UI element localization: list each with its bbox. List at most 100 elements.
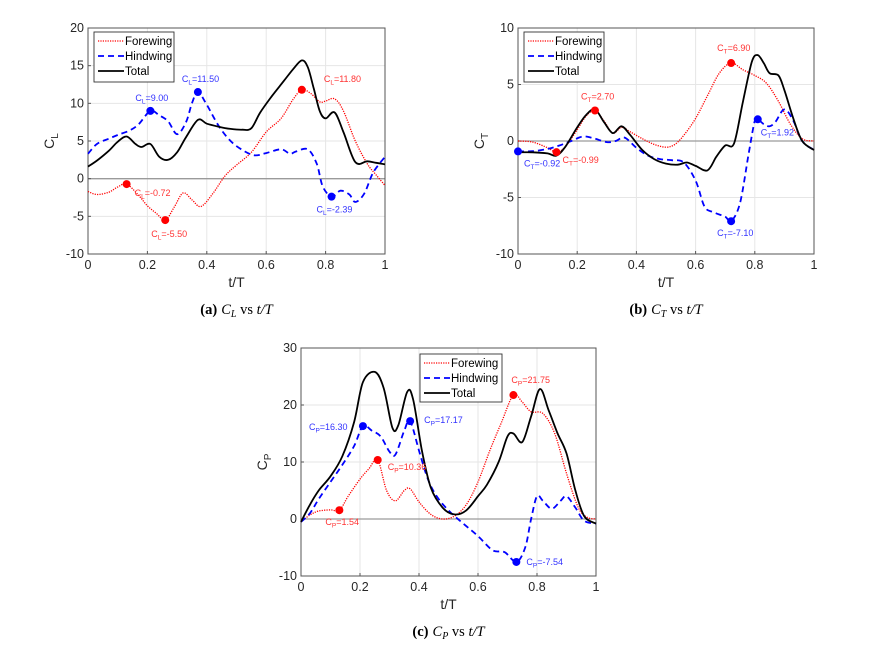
series-line-hindwing — [300, 419, 597, 563]
y-tick-label: 0 — [290, 512, 297, 526]
annotation-label: CP=10.36 — [388, 462, 427, 475]
annotation-value: =11.80 — [334, 74, 361, 84]
annotation-value: =2.70 — [591, 91, 614, 101]
series-line-forewing — [300, 393, 597, 523]
annotation-label: CT=-0.92 — [524, 158, 560, 171]
caption-lhs-sub: L — [230, 309, 237, 320]
series-group — [87, 59, 386, 221]
annotation-c: C — [717, 43, 724, 53]
caption-rhs: t/T — [687, 302, 704, 318]
annotation-label: CL=11.50 — [182, 74, 219, 87]
annotation-label: CP=16.30 — [309, 422, 348, 435]
annotation-c: C — [325, 517, 332, 527]
annotation-sub: L — [141, 194, 145, 201]
x-tick-label: 0 — [85, 258, 92, 272]
y-tick-label: -10 — [66, 247, 84, 261]
x-tick-label: 0.8 — [317, 258, 334, 272]
caption-lhs-sub: P — [441, 631, 448, 642]
figure-caption: (b) CT vs t/T — [629, 302, 703, 320]
y-tick-label: 20 — [283, 398, 297, 412]
annotation-marker — [753, 115, 762, 124]
annotation-label: CP=-7.54 — [526, 557, 563, 570]
annotation-sub: T — [767, 133, 771, 140]
x-tick-label: 0 — [298, 580, 305, 594]
y-tick-label: 10 — [283, 455, 297, 469]
legend-label-total: Total — [451, 388, 475, 400]
annotation-marker — [335, 506, 344, 515]
caption-rhs: t/T — [468, 624, 485, 640]
annotation-label: CT=6.90 — [717, 43, 750, 56]
annotation-label: CL=11.80 — [324, 74, 361, 87]
annotation-value: =11.50 — [192, 74, 219, 84]
y-axis-label-main: C — [254, 460, 270, 470]
annotation-marker — [358, 422, 367, 431]
annotation-label: CT=-7.10 — [717, 228, 753, 241]
annotation-value: =1.54 — [336, 517, 359, 527]
caption-mid: vs — [448, 624, 468, 640]
x-tick-label: 0.2 — [569, 258, 586, 272]
caption-mid: vs — [236, 302, 256, 318]
series-line-forewing — [87, 88, 386, 221]
caption-lhs: C — [433, 624, 443, 640]
legend: Forewing Hindwing Total — [93, 31, 175, 83]
annotation-value: =6.90 — [728, 43, 751, 53]
annotation-label: CL=-2.39 — [317, 205, 353, 218]
annotation-value: =10.36 — [399, 462, 427, 472]
annotation-sub: L — [158, 235, 162, 242]
annotation-c: C — [424, 415, 431, 425]
annotation-marker — [193, 88, 202, 97]
annotation-label: CP=17.17 — [424, 415, 463, 428]
annotation-c: C — [526, 557, 533, 567]
y-axis-label: CP — [254, 453, 274, 470]
series-line-total — [87, 59, 386, 168]
legend-box — [523, 31, 605, 83]
legend-box — [419, 353, 503, 403]
legend-label-forewing: Forewing — [555, 36, 602, 48]
y-axis-label-sub: T — [480, 133, 491, 139]
annotation-c: C — [151, 229, 158, 239]
annotation-marker — [373, 455, 382, 464]
annotation-c: C — [524, 158, 531, 168]
x-tick-label: 0.4 — [628, 258, 645, 272]
legend-label-hindwing: Hindwing — [451, 373, 498, 385]
x-tick-label: 0.8 — [746, 258, 763, 272]
x-tick-label: 0.2 — [139, 258, 156, 272]
annotation-value: =-5.50 — [161, 229, 187, 239]
annotation-sub: L — [330, 79, 334, 86]
annotation-sub: L — [142, 98, 146, 105]
annotation-c: C — [511, 375, 518, 385]
annotation-marker — [512, 557, 521, 566]
annotation-label: CP=1.54 — [325, 517, 359, 530]
figure-caption: (c) CP vs t/T — [412, 624, 485, 642]
legend-label-forewing: Forewing — [451, 358, 498, 370]
annotation-c: C — [317, 205, 324, 215]
y-tick-label: -10 — [279, 569, 297, 583]
annotation-value: =1.92 — [771, 127, 794, 137]
x-tick-label: 1 — [593, 580, 600, 594]
annotation-value: =-0.99 — [573, 155, 599, 165]
legend-label-hindwing: Hindwing — [125, 51, 172, 63]
y-tick-label: 5 — [507, 78, 514, 92]
annotation-marker — [161, 216, 170, 225]
annotation-c: C — [388, 462, 395, 472]
annotation-marker — [406, 417, 415, 426]
y-tick-label: -5 — [503, 191, 514, 205]
annotation-c: C — [761, 127, 768, 137]
annotation-sub: P — [518, 381, 522, 388]
y-tick-label: -10 — [496, 247, 514, 261]
y-tick-label: 10 — [500, 21, 514, 35]
annotation-label: CT=2.70 — [581, 91, 614, 104]
x-axis-label: t/T — [228, 274, 245, 290]
annotation-value: =9.00 — [145, 93, 168, 103]
figure-caption: (a) CL vs t/T — [200, 302, 273, 320]
y-tick-label: 0 — [77, 172, 84, 186]
x-tick-label: 1 — [811, 258, 818, 272]
y-tick-label: 0 — [507, 134, 514, 148]
annotation-value: =17.17 — [435, 415, 463, 425]
legend: Forewing Hindwing Total — [419, 353, 503, 403]
caption-lhs-sub: T — [661, 309, 668, 320]
annotation-label: CP=21.75 — [511, 375, 550, 388]
annotation-sub: P — [315, 428, 319, 435]
